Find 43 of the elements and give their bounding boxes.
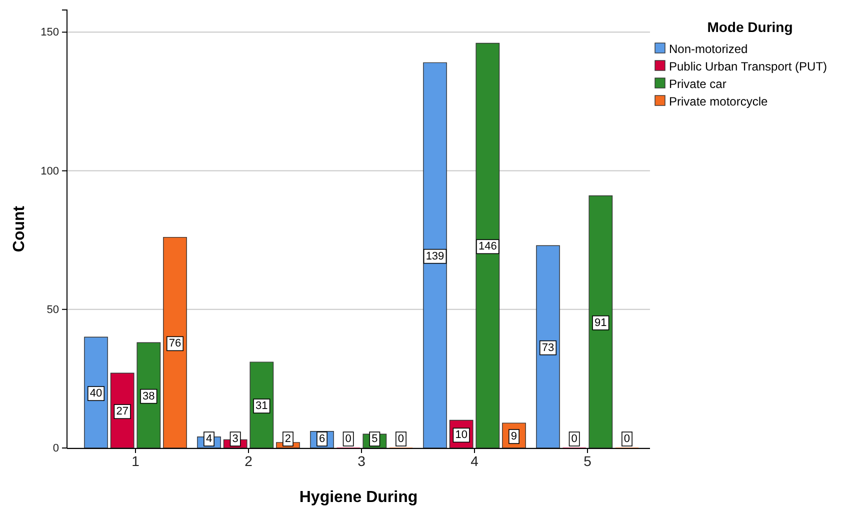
data-label: 73 [542, 342, 554, 354]
y-tick-label: 0 [52, 442, 59, 455]
data-label: 40 [90, 388, 102, 400]
data-label: 31 [256, 400, 268, 412]
legend-label: Private car [669, 77, 726, 91]
bar [423, 62, 447, 448]
data-label: 0 [624, 433, 630, 445]
bar [84, 336, 108, 448]
data-label: 2 [284, 433, 292, 445]
y-tick-label: 100 [40, 165, 59, 178]
x-tick-label: 1 [132, 452, 140, 469]
legend-label: Private motorcycle [669, 94, 768, 108]
data-label: 5 [372, 433, 378, 445]
data-label: 76 [168, 338, 182, 350]
data-label: 0 [398, 433, 404, 445]
x-tick-label: 3 [358, 452, 366, 469]
data-label: 27 [116, 406, 128, 418]
x-tick-label: 2 [244, 452, 253, 469]
y-tick-label: 50 [46, 304, 59, 316]
legend-label: Public Urban Transport (PUT) [669, 60, 828, 74]
legend-title: Mode During [707, 19, 793, 35]
x-axis-title: Hygiene During [299, 489, 418, 506]
legend-label: Non-motorized [669, 42, 748, 56]
data-label: 91 [594, 316, 607, 329]
data-label: 4 [206, 433, 212, 445]
data-label: 38 [142, 390, 155, 402]
data-label: 6 [318, 433, 326, 445]
data-label: 0 [345, 433, 352, 445]
data-label: 0 [571, 433, 578, 445]
bar [588, 195, 613, 448]
bar [163, 236, 187, 448]
bar [536, 245, 560, 448]
data-label: 3 [232, 433, 238, 445]
y-tick-label: 150 [40, 26, 59, 39]
data-label: 139 [426, 250, 444, 262]
x-tick-label: 5 [584, 452, 592, 469]
data-label: 146 [478, 240, 497, 253]
data-label: 10 [455, 429, 468, 442]
y-axis-title: Count [11, 205, 28, 252]
data-label: 9 [510, 430, 518, 443]
x-tick-label: 4 [470, 452, 479, 469]
bar [476, 42, 500, 448]
bar [136, 342, 161, 448]
